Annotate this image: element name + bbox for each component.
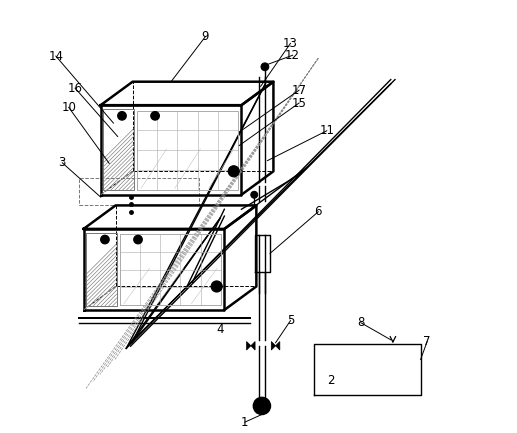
Circle shape — [101, 235, 109, 244]
Text: 2: 2 — [327, 374, 335, 387]
Circle shape — [228, 166, 239, 177]
Text: 8: 8 — [357, 316, 364, 329]
Circle shape — [251, 191, 257, 198]
Text: 15: 15 — [292, 97, 307, 110]
Circle shape — [211, 281, 222, 292]
Text: 13: 13 — [283, 37, 298, 50]
Polygon shape — [251, 342, 255, 350]
Circle shape — [118, 112, 126, 120]
Polygon shape — [247, 342, 251, 350]
Text: 16: 16 — [68, 81, 83, 94]
Text: 9: 9 — [202, 30, 209, 43]
Text: 6: 6 — [314, 205, 322, 218]
Text: 17: 17 — [292, 84, 307, 97]
Polygon shape — [276, 342, 280, 350]
Text: 10: 10 — [61, 101, 76, 114]
Text: 5: 5 — [287, 314, 294, 327]
Text: 3: 3 — [58, 156, 66, 169]
Text: 11: 11 — [320, 124, 334, 137]
Text: 7: 7 — [423, 336, 431, 349]
Circle shape — [134, 235, 142, 244]
Circle shape — [151, 112, 159, 120]
Polygon shape — [271, 342, 276, 350]
Text: 1: 1 — [241, 416, 249, 429]
Circle shape — [253, 397, 270, 414]
Circle shape — [261, 63, 269, 71]
Text: 14: 14 — [49, 50, 64, 63]
Text: 12: 12 — [285, 49, 300, 62]
Text: 4: 4 — [216, 323, 224, 336]
